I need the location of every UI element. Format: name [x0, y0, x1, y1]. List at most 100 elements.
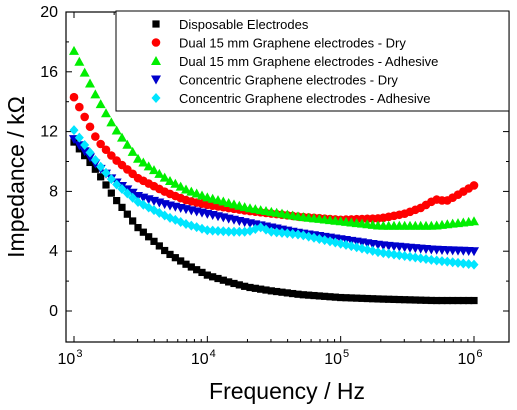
- data-point: [198, 268, 206, 277]
- data-point: [278, 288, 286, 296]
- data-point: [432, 255, 442, 266]
- data-point: [410, 252, 420, 263]
- data-point: [426, 254, 436, 265]
- data-point: [197, 190, 207, 200]
- data-point: [111, 125, 122, 135]
- data-point: [102, 181, 110, 189]
- x-tick-label: 105: [324, 348, 349, 368]
- data-point: [97, 173, 105, 181]
- data-point: [277, 227, 287, 238]
- x-tick-label: 106: [458, 348, 483, 368]
- data-point: [293, 229, 303, 240]
- data-point: [241, 282, 249, 290]
- data-point: [267, 287, 275, 295]
- x-axis-title: Frequency / Hz: [209, 378, 365, 404]
- data-point: [465, 296, 473, 305]
- data-point: [422, 296, 430, 304]
- data-point: [191, 188, 202, 198]
- data-point: [202, 225, 212, 236]
- data-point: [96, 161, 106, 172]
- data-point: [442, 256, 452, 267]
- data-point: [85, 122, 95, 132]
- data-point: [170, 178, 181, 188]
- data-point: [113, 197, 121, 205]
- data-point: [166, 250, 174, 259]
- data-point: [209, 273, 217, 281]
- data-point: [96, 139, 105, 149]
- data-point: [230, 279, 238, 288]
- data-point: [139, 228, 147, 236]
- data-point: [347, 294, 355, 302]
- data-point: [69, 125, 79, 136]
- data-point: [384, 248, 394, 259]
- data-point: [417, 296, 425, 304]
- data-point: [305, 291, 313, 299]
- data-point: [464, 259, 474, 270]
- data-point: [80, 112, 89, 122]
- data-point: [150, 237, 158, 245]
- data-point: [272, 227, 282, 238]
- data-point: [91, 132, 100, 141]
- data-point: [90, 89, 101, 99]
- data-point: [129, 217, 137, 225]
- data-point: [90, 154, 100, 165]
- data-point: [145, 233, 153, 241]
- legend-marker: [151, 38, 161, 47]
- data-point: [315, 292, 323, 300]
- data-point: [122, 188, 132, 199]
- x-tick-exponent: 5: [343, 348, 349, 360]
- data-point: [175, 181, 186, 191]
- series-layer: [69, 45, 479, 305]
- data-point: [85, 153, 95, 163]
- data-point: [421, 254, 431, 265]
- data-point: [95, 99, 106, 109]
- data-point: [85, 78, 95, 88]
- data-point: [225, 278, 233, 286]
- y-tick-label: 0: [49, 303, 58, 320]
- data-point: [405, 251, 415, 262]
- data-point: [159, 172, 170, 182]
- legend-label: Dual 15 mm Graphene electrodes - Dry: [179, 36, 406, 51]
- data-point: [400, 251, 410, 262]
- data-point: [112, 179, 122, 190]
- series-3: [69, 45, 479, 230]
- data-point: [289, 289, 297, 298]
- data-point: [389, 249, 399, 260]
- data-point: [251, 284, 259, 292]
- data-point: [127, 146, 138, 156]
- data-point: [74, 56, 85, 66]
- legend-marker: [151, 93, 161, 103]
- data-point: [69, 45, 79, 55]
- data-point: [91, 165, 99, 173]
- data-point: [288, 228, 298, 239]
- y-tick-label: 16: [40, 64, 58, 81]
- data-point: [79, 147, 90, 157]
- data-point: [229, 226, 239, 237]
- data-point: [282, 228, 292, 239]
- data-point: [107, 189, 115, 197]
- data-point: [262, 286, 270, 294]
- legend-label: Concentric Graphene electrodes - Adhesiv…: [179, 91, 430, 106]
- data-point: [101, 167, 111, 178]
- data-point: [155, 242, 163, 250]
- data-point: [449, 296, 457, 305]
- data-point: [273, 287, 281, 296]
- data-point: [80, 140, 90, 151]
- legend-marker: [151, 75, 161, 85]
- data-point: [448, 257, 458, 268]
- data-point: [469, 216, 479, 226]
- data-point: [369, 295, 377, 303]
- legend-label: Dual 15 mm Graphene electrodes - Adhesiv…: [179, 54, 438, 69]
- data-point: [395, 295, 403, 304]
- data-point: [106, 174, 116, 185]
- data-point: [186, 186, 197, 196]
- data-point: [443, 296, 451, 305]
- y-tick-label: 8: [49, 183, 58, 200]
- data-point: [437, 256, 447, 267]
- data-point: [133, 153, 143, 163]
- data-point: [453, 257, 463, 268]
- legend-label: Concentric Graphene electrodes - Dry: [179, 73, 398, 88]
- data-point: [123, 210, 131, 218]
- legend-label: Disposable Electrodes: [179, 17, 309, 32]
